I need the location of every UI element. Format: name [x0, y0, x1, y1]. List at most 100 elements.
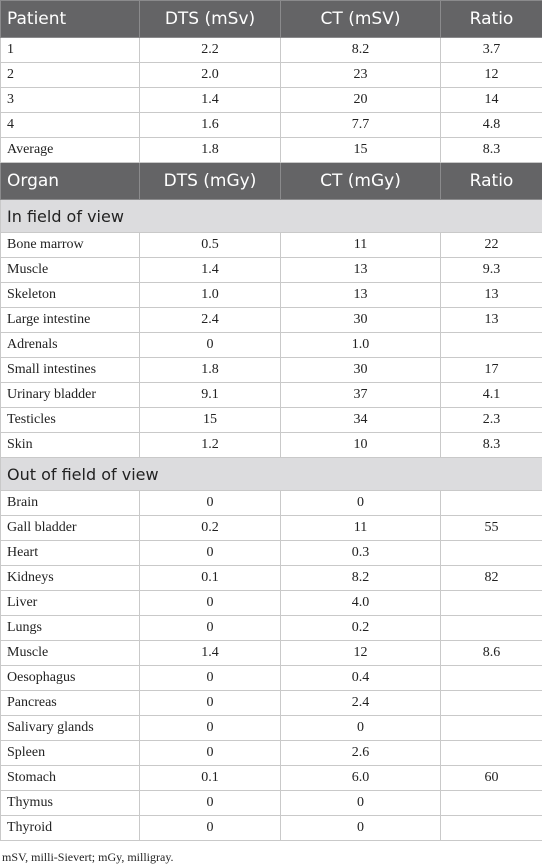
cell: 1.6 — [140, 113, 281, 138]
row-label: Skeleton — [1, 283, 140, 308]
cell: 0 — [140, 616, 281, 641]
cell: 2.6 — [281, 741, 441, 766]
cell: 10 — [281, 433, 441, 458]
section-title: Out of field of view — [1, 458, 542, 491]
cell: 1.8 — [140, 138, 281, 163]
cell: 3.7 — [441, 38, 542, 63]
cell: 4.0 — [281, 591, 441, 616]
cell: 0 — [281, 716, 441, 741]
column-header: DTS (mSv) — [140, 1, 281, 38]
cell: 23 — [281, 63, 441, 88]
cell — [441, 691, 542, 716]
row-label: 1 — [1, 38, 140, 63]
row-label: 4 — [1, 113, 140, 138]
cell — [441, 791, 542, 816]
cell: 0 — [140, 691, 281, 716]
row-label: Stomach — [1, 766, 140, 791]
row-label: Muscle — [1, 641, 140, 666]
column-header: CT (mGy) — [281, 163, 441, 200]
column-header: Ratio — [441, 163, 542, 200]
cell: 1.8 — [140, 358, 281, 383]
row-label: Salivary glands — [1, 716, 140, 741]
cell: 34 — [281, 408, 441, 433]
cell: 82 — [441, 566, 542, 591]
cell: 11 — [281, 516, 441, 541]
cell: 30 — [281, 358, 441, 383]
row-label: Average — [1, 138, 140, 163]
cell — [441, 591, 542, 616]
column-header: Ratio — [441, 1, 542, 38]
cell: 0 — [140, 791, 281, 816]
cell: 60 — [441, 766, 542, 791]
cell: 30 — [281, 308, 441, 333]
row-label: 3 — [1, 88, 140, 113]
row-label: Pancreas — [1, 691, 140, 716]
cell: 0.3 — [281, 541, 441, 566]
cell: 0.5 — [140, 233, 281, 258]
section-row: Out of field of view — [1, 458, 542, 491]
cell: 8.6 — [441, 641, 542, 666]
cell: 8.3 — [441, 433, 542, 458]
cell: 12 — [441, 63, 542, 88]
cell — [441, 666, 542, 691]
cell: 17 — [441, 358, 542, 383]
cell — [441, 716, 542, 741]
cell: 37 — [281, 383, 441, 408]
cell: 1.4 — [140, 258, 281, 283]
cell: 0.4 — [281, 666, 441, 691]
row-label: Testicles — [1, 408, 140, 433]
cell: 13 — [281, 283, 441, 308]
cell: 2.2 — [140, 38, 281, 63]
section-row: In field of view — [1, 200, 542, 233]
cell: 0 — [140, 333, 281, 358]
row-label: Spleen — [1, 741, 140, 766]
cell: 4.1 — [441, 383, 542, 408]
row-label: Heart — [1, 541, 140, 566]
cell: 7.7 — [281, 113, 441, 138]
cell: 22 — [441, 233, 542, 258]
cell: 0 — [140, 541, 281, 566]
cell: 4.8 — [441, 113, 542, 138]
row-label: Skin — [1, 433, 140, 458]
cell: 15 — [140, 408, 281, 433]
row-label: Large intestine — [1, 308, 140, 333]
cell — [441, 541, 542, 566]
row-label: Oesophagus — [1, 666, 140, 691]
column-header: Organ — [1, 163, 140, 200]
row-label: 2 — [1, 63, 140, 88]
cell — [441, 816, 542, 841]
cell: 0.1 — [140, 566, 281, 591]
cell: 9.3 — [441, 258, 542, 283]
cell: 55 — [441, 516, 542, 541]
cell: 2.3 — [441, 408, 542, 433]
row-label: Gall bladder — [1, 516, 140, 541]
cell: 13 — [441, 308, 542, 333]
cell: 6.0 — [281, 766, 441, 791]
cell: 2.0 — [140, 63, 281, 88]
cell: 0 — [140, 816, 281, 841]
cell: 0 — [140, 666, 281, 691]
